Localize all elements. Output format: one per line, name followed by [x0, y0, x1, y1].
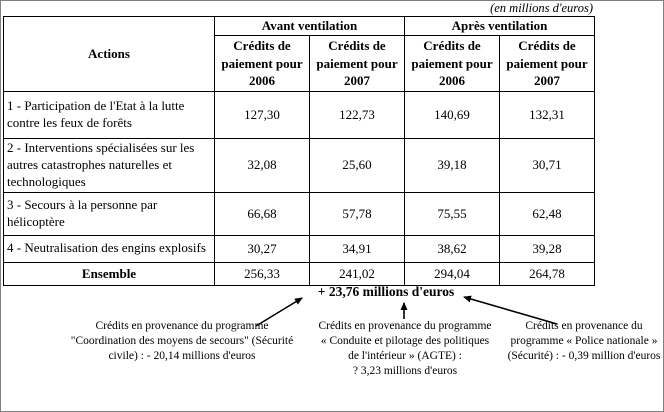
col-header-avant-2006: Crédits de paiement pour 2006: [214, 35, 310, 92]
value-cell: 75,55: [404, 191, 500, 236]
col-header-avant-2007: Crédits de paiement pour 2007: [309, 35, 405, 92]
table-row: 3 - Secours à la personne par hélicoptèr…: [3, 191, 596, 236]
total-value-cell: 264,78: [498, 261, 596, 286]
annotation-line: « Conduite et pilotage des politiques: [320, 335, 490, 347]
annotation-agte: Crédits en provenance du programme « Con…: [307, 319, 503, 379]
row-label: 4 - Neutralisation des engins explosifs: [3, 234, 215, 263]
annotation-line: Crédits en provenance du programme: [318, 320, 492, 332]
value-cell: 39,18: [404, 138, 500, 193]
col-header-apres-2006: Crédits de paiement pour 2006: [404, 35, 500, 92]
annotation-line: civile) : - 20,14 millions d'euros: [108, 350, 256, 362]
total-difference-callout: + 23,76 millions d'euros: [317, 284, 455, 299]
group-header-row: Actions Avant ventilation Après ventilat…: [3, 16, 596, 92]
value-cell: 132,31: [498, 91, 596, 139]
value-cell: 140,69: [404, 91, 500, 139]
value-cell: 25,60: [309, 138, 405, 193]
value-cell: 122,73: [309, 91, 405, 139]
total-value-cell: 256,33: [214, 261, 310, 286]
total-row-label: Ensemble: [3, 261, 215, 286]
total-value-cell: 294,04: [404, 261, 500, 286]
annotation-line: (Sécurité) : - 0,39 million d'euros: [507, 350, 661, 362]
actions-header: Actions: [3, 16, 215, 92]
annotation-line: de l'intérieur » (AGTE) :: [348, 350, 462, 362]
annotation-line: Crédits en provenance du: [525, 320, 643, 332]
annotation-line: ? 3,23 millions d'euros: [352, 365, 458, 377]
table-row: 4 - Neutralisation des engins explosifs …: [3, 234, 596, 263]
sub-header-row: Crédits de paiement pour 2006 Crédits de…: [4, 35, 596, 92]
units-note: (en millions d'euros): [490, 1, 593, 15]
annotation-line: programme « Police nationale »: [510, 335, 658, 347]
row-label: 1 - Participation de l'Etat à la lutte c…: [3, 91, 215, 139]
value-cell: 30,27: [214, 234, 310, 263]
total-row: Ensemble 256,33 241,02 294,04 264,78: [3, 261, 596, 286]
value-cell: 30,71: [498, 138, 596, 193]
annotation-line: "Coordination des moyens de secours" (Sé…: [70, 335, 294, 347]
row-label: 3 - Secours à la personne par hélicoptèr…: [3, 191, 215, 236]
value-cell: 39,28: [498, 234, 596, 263]
value-cell: 62,48: [498, 191, 596, 236]
value-cell: 127,30: [214, 91, 310, 139]
value-cell: 32,08: [214, 138, 310, 193]
value-cell: 66,68: [214, 191, 310, 236]
budget-table: Actions Avant ventilation Après ventilat…: [3, 16, 596, 286]
annotation-line: Crédits en provenance du programme: [95, 320, 269, 332]
group-header-avant: Avant ventilation: [214, 16, 405, 36]
table-row: 2 - Interventions spécialisées sur les a…: [3, 138, 596, 193]
group-header-apres: Après ventilation: [403, 16, 596, 36]
row-label: 2 - Interventions spécialisées sur les a…: [3, 138, 215, 193]
annotation-police-nationale: Crédits en provenance du programme « Pol…: [505, 319, 663, 364]
col-header-apres-2007: Crédits de paiement pour 2007: [498, 35, 596, 92]
table-row: 1 - Participation de l'Etat à la lutte c…: [3, 91, 596, 139]
value-cell: 34,91: [309, 234, 405, 263]
annotation-securite-civile: Crédits en provenance du programme "Coor…: [59, 319, 305, 364]
value-cell: 38,62: [404, 234, 500, 263]
total-value-cell: 241,02: [309, 261, 405, 286]
value-cell: 57,78: [309, 191, 405, 236]
